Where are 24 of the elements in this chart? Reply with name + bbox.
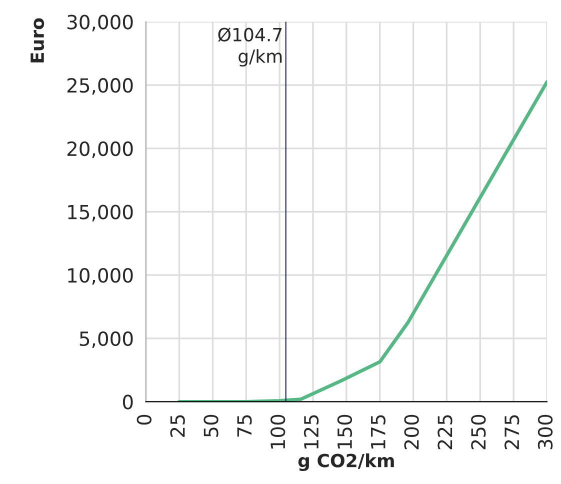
- x-tick-label: 275: [504, 415, 520, 450]
- y-tick-label: 5,000: [80, 331, 133, 348]
- x-tick-label: 250: [471, 414, 486, 450]
- y-axis-title: Euro: [30, 18, 44, 62]
- x-tick-label: 200: [404, 414, 419, 450]
- x-tick-label: 300: [538, 414, 553, 450]
- x-tick-label: 225: [438, 415, 452, 450]
- x-tick-label: 100: [270, 414, 286, 449]
- line-series: [178, 80, 547, 402]
- x-tick-label: 50: [204, 414, 218, 437]
- x-tick-label: 0: [136, 414, 152, 425]
- x-tick-label: 150: [337, 414, 352, 449]
- x-axis-title: g CO2/km: [298, 453, 394, 472]
- x-tick-label: 25: [170, 415, 185, 437]
- x-tick-label: 125: [304, 415, 319, 449]
- y-tick-label: 15,000: [68, 204, 133, 222]
- y-tick-label: 20,000: [67, 141, 133, 158]
- x-tick-label: 75: [237, 415, 252, 437]
- y-tick-label: 10,000: [68, 268, 133, 285]
- x-tick-label: 175: [371, 415, 386, 449]
- y-tick-label: 0: [122, 394, 133, 410]
- y-tick-label: 30,000: [68, 14, 133, 32]
- ref-line-label: Ø104.7 g/km: [218, 27, 282, 67]
- y-tick-label: 25,000: [67, 78, 133, 95]
